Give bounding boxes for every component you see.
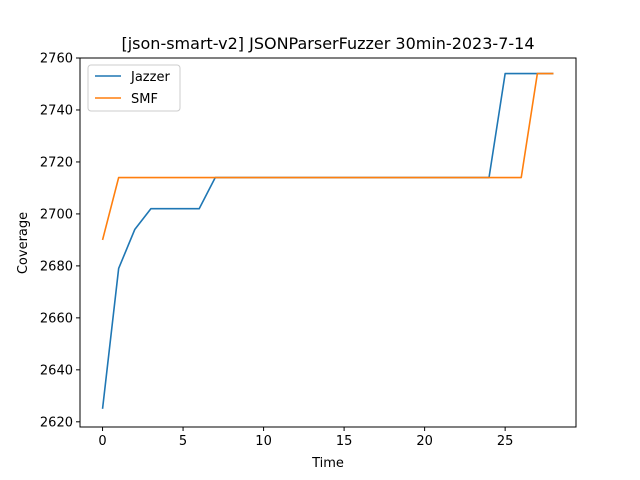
y-tick-label: 2620 bbox=[40, 415, 73, 430]
x-axis: 0 5 10 15 20 25 bbox=[98, 427, 513, 449]
x-tick-label: 10 bbox=[255, 434, 272, 449]
y-tick-label: 2740 bbox=[40, 103, 73, 118]
x-tick-label: 0 bbox=[98, 434, 106, 449]
chart-title: [json-smart-v2] JSONParserFuzzer 30min-2… bbox=[121, 34, 534, 53]
x-tick-label: 20 bbox=[416, 434, 433, 449]
y-axis: 2620 2640 2660 2680 2700 2720 2740 2760 bbox=[40, 52, 80, 430]
plot-frame bbox=[79, 57, 577, 428]
y-tick-label: 2760 bbox=[40, 52, 73, 67]
x-tick-label: 15 bbox=[336, 434, 353, 449]
x-tick-label: 25 bbox=[497, 434, 514, 449]
x-axis-label: Time bbox=[311, 456, 344, 471]
y-tick-label: 2680 bbox=[40, 259, 73, 274]
y-tick-label: 2700 bbox=[40, 207, 73, 222]
series-line-jazzer bbox=[101, 72, 554, 409]
series-layer bbox=[101, 72, 554, 409]
y-tick-label: 2660 bbox=[40, 311, 73, 326]
y-tick-label: 2720 bbox=[40, 155, 73, 170]
legend: Jazzer SMF bbox=[87, 64, 181, 112]
y-tick-label: 2640 bbox=[40, 363, 73, 378]
series-line-smf bbox=[101, 72, 554, 241]
x-tick-label: 5 bbox=[179, 434, 187, 449]
y-axis-label: Coverage bbox=[16, 212, 31, 274]
legend-label-smf: SMF bbox=[131, 92, 158, 107]
legend-label-jazzer: Jazzer bbox=[130, 70, 170, 85]
